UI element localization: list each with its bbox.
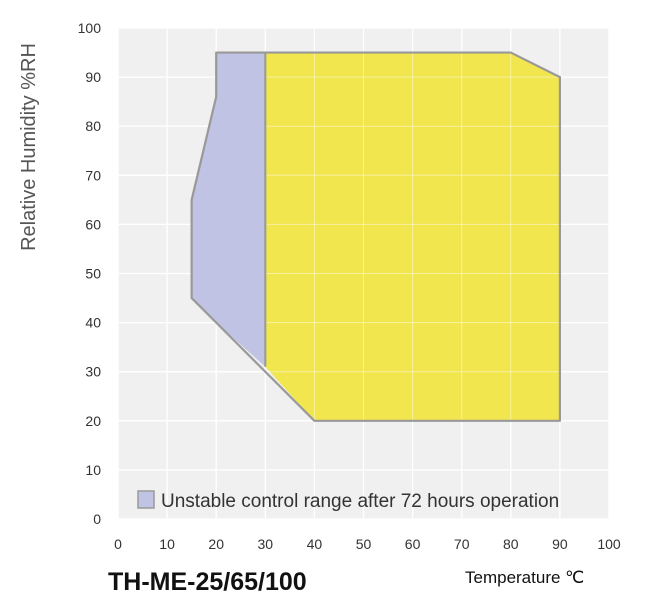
y-tick-label: 70	[85, 167, 101, 183]
areas	[190, 51, 562, 422]
y-tick-labels: 0 10 20 30 40 50 60 70 80 90 100	[78, 20, 102, 527]
y-tick-label: 100	[78, 20, 102, 36]
series-area-0	[191, 52, 266, 367]
y-tick-label: 60	[85, 216, 101, 232]
y-tick-label: 20	[85, 413, 101, 429]
x-axis-label: Temperature ℃	[465, 568, 584, 587]
x-tick-label: 10	[159, 536, 175, 552]
x-tick-label: 70	[454, 536, 470, 552]
x-tick-label: 60	[405, 536, 421, 552]
y-tick-label: 30	[85, 364, 101, 380]
series-area-1	[265, 52, 560, 421]
x-tick-label: 80	[503, 536, 519, 552]
y-tick-label: 40	[85, 315, 101, 331]
y-tick-label: 0	[93, 511, 101, 527]
x-tick-labels: 0 10 20 30 40 50 60 70 80 90 100	[114, 536, 621, 552]
x-tick-label: 30	[258, 536, 274, 552]
y-tick-label: 80	[85, 118, 101, 134]
y-tick-label: 90	[85, 69, 101, 85]
legend: Unstable control range after 72 hours op…	[137, 490, 559, 512]
x-tick-label: 90	[552, 536, 568, 552]
y-tick-label: 50	[85, 266, 101, 282]
x-tick-label: 40	[307, 536, 323, 552]
range-outline	[190, 51, 562, 422]
legend-label: Unstable control range after 72 hours op…	[161, 491, 559, 512]
legend-swatch	[137, 490, 155, 509]
y-tick-label: 10	[85, 462, 101, 478]
y-axis-label: Relative Humidity %RH	[18, 43, 40, 251]
x-tick-label: 100	[597, 536, 621, 552]
x-tick-label: 50	[356, 536, 372, 552]
x-tick-label: 0	[114, 536, 122, 552]
x-tick-label: 20	[208, 536, 224, 552]
model-title: TH-ME-25/65/100	[108, 568, 307, 596]
